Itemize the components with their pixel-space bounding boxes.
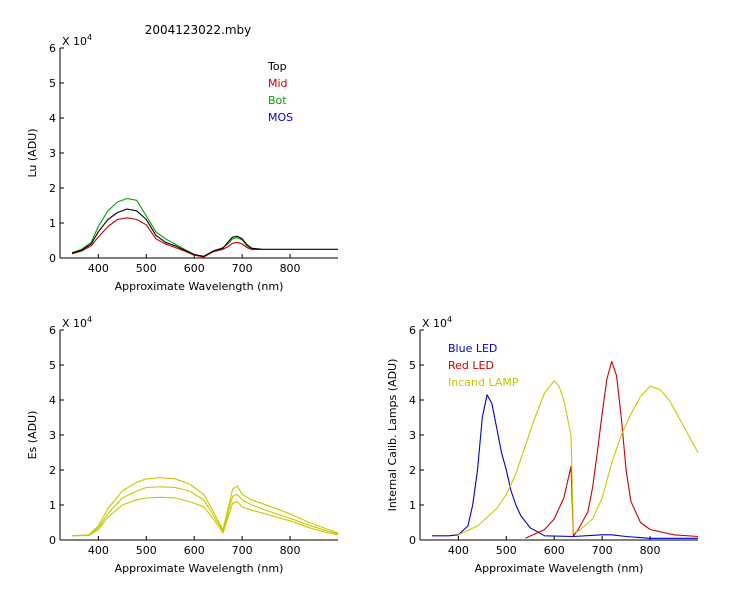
lamps-series-blue-led [432, 394, 698, 539]
lamps-legend-item: Incand LAMP [448, 376, 519, 389]
es-y-tick-label: 1 [49, 499, 56, 512]
lamps-x-tick-label: 400 [448, 544, 469, 557]
es-y-tick-label: 6 [49, 324, 56, 337]
lamps-y-tick-label: 6 [409, 324, 416, 337]
lu-legend-item: MOS [268, 111, 293, 124]
lamps-x-tick-label: 500 [496, 544, 517, 557]
es-y-tick-label: 3 [49, 429, 56, 442]
lamps-y-tick-label: 5 [409, 359, 416, 372]
es-y-tick-label: 5 [49, 359, 56, 372]
lu-legend-item: Mid [268, 77, 288, 90]
lu-x-tick-label: 600 [184, 262, 205, 275]
es-series-es-3 [71, 496, 339, 537]
es-x-axis-title: Approximate Wavelength (nm) [115, 562, 284, 575]
lamps-legend-item: Blue LED [448, 342, 497, 355]
lamps-x-tick-label: 700 [592, 544, 613, 557]
lu-y-tick-label: 0 [49, 252, 56, 265]
lu-y-tick-label: 2 [49, 182, 56, 195]
lu-y-tick-label: 1 [49, 217, 56, 230]
lu-x-tick-label: 700 [232, 262, 253, 275]
lu-x-tick-label: 800 [280, 262, 301, 275]
es-y-multiplier: X 104 [62, 315, 92, 330]
lamps-y-tick-label: 2 [409, 464, 416, 477]
es-x-tick-label: 400 [88, 544, 109, 557]
es-y-axis-title: Es (ADU) [26, 411, 39, 460]
es-y-tick-label: 2 [49, 464, 56, 477]
lu-series-bot [71, 197, 262, 258]
lu-x-tick-label: 500 [136, 262, 157, 275]
lu-chart: 400 500 600 700 800 0 1 2 3 4 5 6 X 104 Approximate W… [26, 33, 338, 293]
es-x-tick-label: 600 [184, 544, 205, 557]
lu-y-axis-title: Lu (ADU) [26, 128, 39, 177]
lu-legend-item: Top [267, 60, 287, 73]
lamps-y-tick-label: 4 [409, 394, 416, 407]
es-x-tick-label: 700 [232, 544, 253, 557]
es-x-tick-label: 800 [280, 544, 301, 557]
es-y-tick-label: 0 [49, 534, 56, 547]
lamps-y-multiplier: X 104 [422, 315, 452, 330]
lamps-series-incand-lamp [458, 380, 699, 536]
lamps-y-axis-title: Internal Calib. Lamps (ADU) [386, 359, 399, 512]
lu-y-multiplier: X 104 [62, 33, 92, 48]
lu-x-axis-title: Approximate Wavelength (nm) [115, 280, 284, 293]
lamps-y-tick-label: 0 [409, 534, 416, 547]
lamps-y-tick-label: 1 [409, 499, 416, 512]
es-series-es-2 [71, 486, 339, 537]
lu-legend-item: Bot [268, 94, 287, 107]
lu-x-tick-label: 400 [88, 262, 109, 275]
es-y-tick-label: 4 [49, 394, 56, 407]
lu-series-top [71, 208, 338, 257]
es-x-tick-label: 500 [136, 544, 157, 557]
lamps-legend-item: Red LED [448, 359, 494, 372]
lamps-x-tick-label: 800 [640, 544, 661, 557]
es-series-es-1 [71, 477, 339, 537]
lu-y-tick-label: 4 [49, 112, 56, 125]
lamps-chart: 400 500 600 700 800 0 1 2 3 4 5 6 X 104 Approximate W… [386, 315, 699, 575]
figure-title: 2004123022.mby [145, 23, 252, 37]
lu-y-tick-label: 6 [49, 42, 56, 55]
lamps-x-tick-label: 600 [544, 544, 565, 557]
lu-y-tick-label: 5 [49, 77, 56, 90]
lamps-x-axis-title: Approximate Wavelength (nm) [475, 562, 644, 575]
lu-series-mid [71, 217, 262, 258]
es-chart: 400 500 600 700 800 0 1 2 3 4 5 6 X 104 Approximate W… [26, 315, 339, 575]
lamps-y-tick-label: 3 [409, 429, 416, 442]
lu-y-tick-label: 3 [49, 147, 56, 160]
lamps-series-red-led [525, 360, 699, 539]
